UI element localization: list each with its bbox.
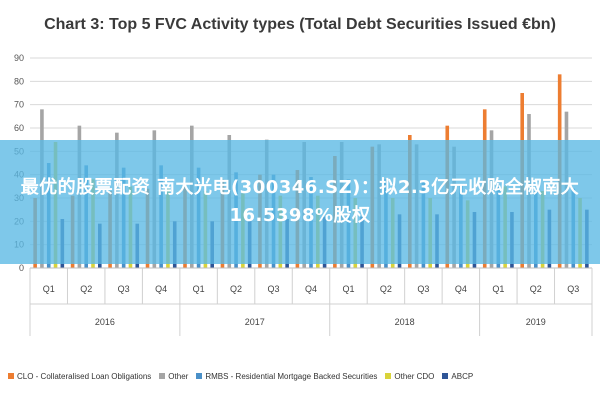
year-label: 2017 — [245, 317, 265, 327]
y-tick-label: 60 — [14, 123, 24, 133]
x-tick-label: Q4 — [455, 284, 467, 294]
x-tick-label: Q1 — [193, 284, 205, 294]
year-label: 2019 — [526, 317, 546, 327]
x-tick-label: Q3 — [567, 284, 579, 294]
chart-title: Chart 3: Top 5 FVC Activity types (Total… — [44, 16, 556, 33]
headline-text[interactable]: 最优的股票配资 南大光电(300346.SZ)：拟2.3亿元收购全椒南大16.5… — [20, 177, 580, 226]
x-tick-label: Q4 — [305, 284, 317, 294]
x-tick-label: Q3 — [118, 284, 130, 294]
x-tick-label: Q2 — [380, 284, 392, 294]
x-tick-label: Q4 — [155, 284, 167, 294]
legend-label: RMBS - Residential Mortgage Backed Secur… — [205, 371, 378, 381]
x-tick-label: Q2 — [230, 284, 242, 294]
x-tick-label: Q3 — [268, 284, 280, 294]
legend-item: ABCP — [442, 372, 473, 381]
y-tick-label: 70 — [14, 100, 24, 110]
legend-swatch — [385, 373, 392, 379]
legend-label: ABCP — [451, 371, 474, 381]
y-tick-label: 0 — [19, 263, 24, 273]
legend-swatch — [8, 373, 14, 379]
legend-swatch — [159, 373, 166, 379]
y-tick-label: 90 — [14, 53, 24, 63]
legend-item: RMBS - Residential Mortgage Backed Secur… — [196, 372, 377, 381]
legend-swatch — [196, 373, 203, 379]
legend-item: CLO - Collateralised Loan Obligations — [8, 372, 151, 381]
y-tick-label: 80 — [14, 76, 24, 86]
legend-item: Other CDO — [385, 372, 434, 381]
x-tick-label: Q1 — [342, 284, 354, 294]
x-tick-label: Q1 — [492, 284, 504, 294]
legend-item: Other — [159, 372, 188, 381]
year-label: 2018 — [395, 317, 415, 327]
x-tick-label: Q2 — [530, 284, 542, 294]
x-tick-label: Q1 — [43, 284, 55, 294]
year-label: 2016 — [95, 317, 115, 327]
legend-label: Other CDO — [394, 371, 435, 381]
x-tick-label: Q3 — [417, 284, 429, 294]
legend-label: CLO - Collateralised Loan Obligations — [17, 371, 152, 381]
x-tick-label: Q2 — [80, 284, 92, 294]
headline-banner[interactable]: 最优的股票配资 南大光电(300346.SZ)：拟2.3亿元收购全椒南大16.5… — [0, 140, 600, 264]
legend-swatch — [442, 373, 449, 379]
chart-legend: CLO - Collateralised Loan Obligations Oth… — [8, 368, 598, 384]
legend-label: Other — [168, 371, 189, 381]
